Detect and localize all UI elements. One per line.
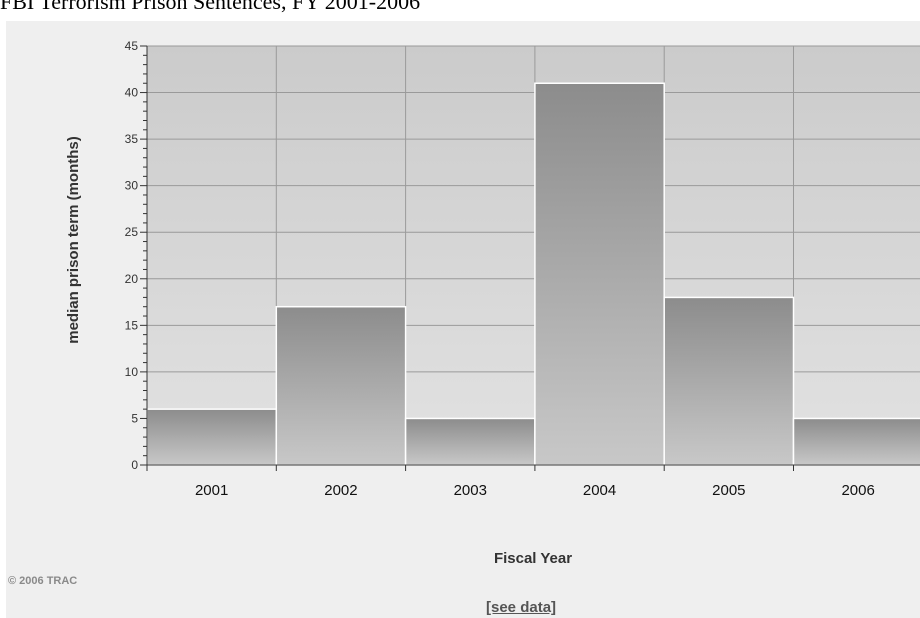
plot-area bbox=[147, 46, 920, 465]
page-title: FBI Terrorism Prison Sentences, FY 2001-… bbox=[0, 0, 421, 14]
bar-2003 bbox=[404, 417, 536, 466]
y-tick-label: 35 bbox=[125, 132, 139, 146]
x-tick-label: 2002 bbox=[324, 482, 357, 499]
y-tick-label: 25 bbox=[125, 225, 139, 239]
axes bbox=[140, 45, 920, 471]
y-tick-label: 30 bbox=[125, 179, 139, 193]
bar-2005 bbox=[663, 296, 795, 466]
bar-2002 bbox=[275, 305, 407, 466]
bar-2006 bbox=[792, 417, 920, 466]
see-data-link[interactable]: [see data] bbox=[486, 599, 557, 616]
x-tick-label: 2006 bbox=[841, 482, 874, 499]
axis-labels: 0 5 10 15 20 25 30 35 40 45 2001 2002 2003 2004 2005 20… bbox=[125, 39, 875, 499]
x-tick-label: 2001 bbox=[195, 482, 228, 499]
y-tick-label: 0 bbox=[131, 458, 138, 472]
y-tick-label: 5 bbox=[131, 411, 138, 425]
y-tick-label: 40 bbox=[125, 86, 139, 100]
y-axis-title: median prison term (months) bbox=[65, 136, 82, 344]
x-axis-title: Fiscal Year bbox=[494, 550, 572, 567]
bar-2001 bbox=[146, 408, 278, 466]
y-tick-label: 45 bbox=[125, 39, 139, 53]
y-tick-label: 15 bbox=[125, 318, 139, 332]
y-tick-label: 20 bbox=[125, 272, 139, 286]
y-tick-label: 10 bbox=[125, 365, 139, 379]
x-tick-label: 2004 bbox=[583, 482, 616, 499]
x-tick-label: 2005 bbox=[712, 482, 745, 499]
copyright-notice: © 2006 TRAC bbox=[8, 575, 78, 587]
x-tick-label: 2003 bbox=[454, 482, 487, 499]
bar-2004 bbox=[534, 82, 665, 466]
